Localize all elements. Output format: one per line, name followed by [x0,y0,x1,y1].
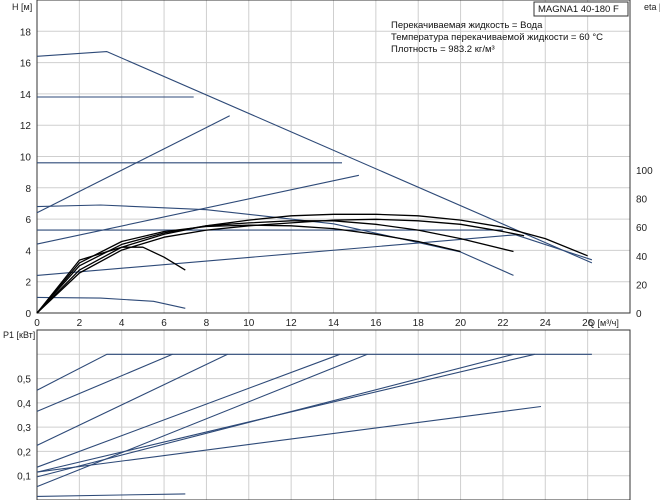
head-plot-frame [36,0,631,314]
power-tick-label: 0,3 [17,423,31,434]
power-curve-7 [36,405,542,473]
eta-tick-label: 80 [636,195,648,206]
eta-tick-label: 60 [636,223,648,234]
head-tick-label: 16 [20,59,32,70]
power-axis-label: P1 [кВт] [3,330,35,340]
power-curve-1 [36,353,173,412]
efficiency-curve-13 [36,218,525,314]
head-curve-8 [36,296,186,309]
head-tick-label: 18 [20,27,32,38]
head-tick-label: 2 [25,278,31,289]
head-tick-label: 10 [20,153,32,164]
head-tick-label: 6 [25,215,31,226]
head-tick-label: 0 [25,309,31,320]
x-tick-label: 8 [204,318,210,329]
power-tick-label: 0,4 [17,399,31,410]
x-tick-label: 22 [497,318,509,329]
efficiency-curve-11 [36,224,461,314]
efficiency-curve-9 [36,213,588,314]
eta-axis-label: eta [%] [644,2,660,12]
x-tick-label: 16 [370,318,382,329]
eta-tick-label: 40 [636,252,648,263]
head-curve-6 [36,234,593,276]
power-curve-6 [36,353,514,478]
power-tick-label: 0,2 [17,447,31,458]
model-box [533,1,629,17]
x-tick-label: 6 [161,318,167,329]
flow-axis-label: Q [м³/ч] [588,318,619,328]
eta-tick-label: 20 [636,280,648,291]
power-curve-8 [36,493,186,497]
head-tick-labels: 0 2 4 6 8 10 12 14 16 18 20 22 24 2602468101214161802… [20,27,653,329]
head-tick-label: 4 [25,246,31,257]
x-tick-label: 20 [455,318,467,329]
eta-tick-label: 0 [636,309,642,320]
eta-tick-label: 100 [636,166,653,177]
power-plot-frame [36,329,631,500]
x-tick-label: 12 [286,318,298,329]
head-curve-4 [36,115,230,214]
power-tick-label: 0,5 [17,375,31,386]
model-label: MAGNA1 40-180 F [538,4,619,15]
x-tick-label: 4 [119,318,125,329]
head-tick-label: 8 [25,184,31,195]
x-tick-label: 24 [540,318,552,329]
info-line-density: Плотность = 983.2 кг/м³ [391,44,495,55]
x-tick-label: 14 [328,318,340,329]
power-curve-0 [36,353,592,391]
head-tick-label: 14 [20,90,32,101]
head-tick-label: 12 [20,121,32,132]
info-line-temperature: Температура перекачиваемой жидкости = 60… [391,32,603,43]
head-series [36,51,593,314]
x-tick-label: 0 [34,318,40,329]
info-line-liquid: Перекачиваемая жидкость = Вода [391,20,543,31]
power-curve-3 [36,353,341,468]
power-series [36,353,592,497]
head-axis-label: H [м] [12,2,32,12]
power-curve-2 [36,353,228,446]
power-tick-labels: 0,1 0,2 0,3 0,4 0,5 [17,375,31,483]
power-tick-label: 0,1 [17,472,31,483]
efficiency-curve-10 [36,220,514,314]
x-tick-label: 2 [77,318,83,329]
head-curve-7 [36,204,514,276]
x-tick-label: 18 [413,318,425,329]
x-tick-label: 26 [582,318,594,329]
x-tick-label: 10 [243,318,255,329]
head-curve-0 [36,51,593,264]
